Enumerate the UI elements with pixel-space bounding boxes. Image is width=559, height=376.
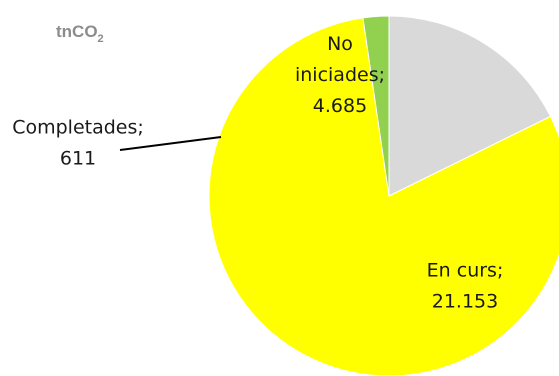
- unit-title: tnCO2: [56, 22, 104, 45]
- slice-category-0: No: [327, 33, 353, 55]
- slice-label-0: No iniciades; 4.685: [295, 33, 385, 117]
- pie-slices: [208, 15, 559, 376]
- leader-lines: [119, 136, 222, 151]
- pie-slice-1: [208, 17, 559, 376]
- slice-label-2: Completades; 611: [12, 117, 144, 170]
- slice-category-2: Completades;: [12, 117, 144, 139]
- slice-label-1: En curs; 21.153: [427, 260, 504, 313]
- slice-category-1: En curs;: [427, 260, 504, 282]
- leader-line-2: [119, 136, 222, 151]
- slice-value-1: 21.153: [432, 291, 498, 313]
- pie-slice-2: [362, 15, 390, 197]
- slice-value-0: 4.685: [313, 95, 367, 117]
- slice-value-2: 611: [60, 148, 96, 170]
- pie-slice-0: [388, 15, 552, 197]
- slice-category-0: iniciades;: [295, 64, 385, 86]
- unit-title-subscript: 2: [98, 33, 104, 45]
- unit-title-main: tnCO: [56, 22, 98, 41]
- data-labels: No iniciades; 4.685 En curs; 21.153 Completad…: [12, 33, 503, 313]
